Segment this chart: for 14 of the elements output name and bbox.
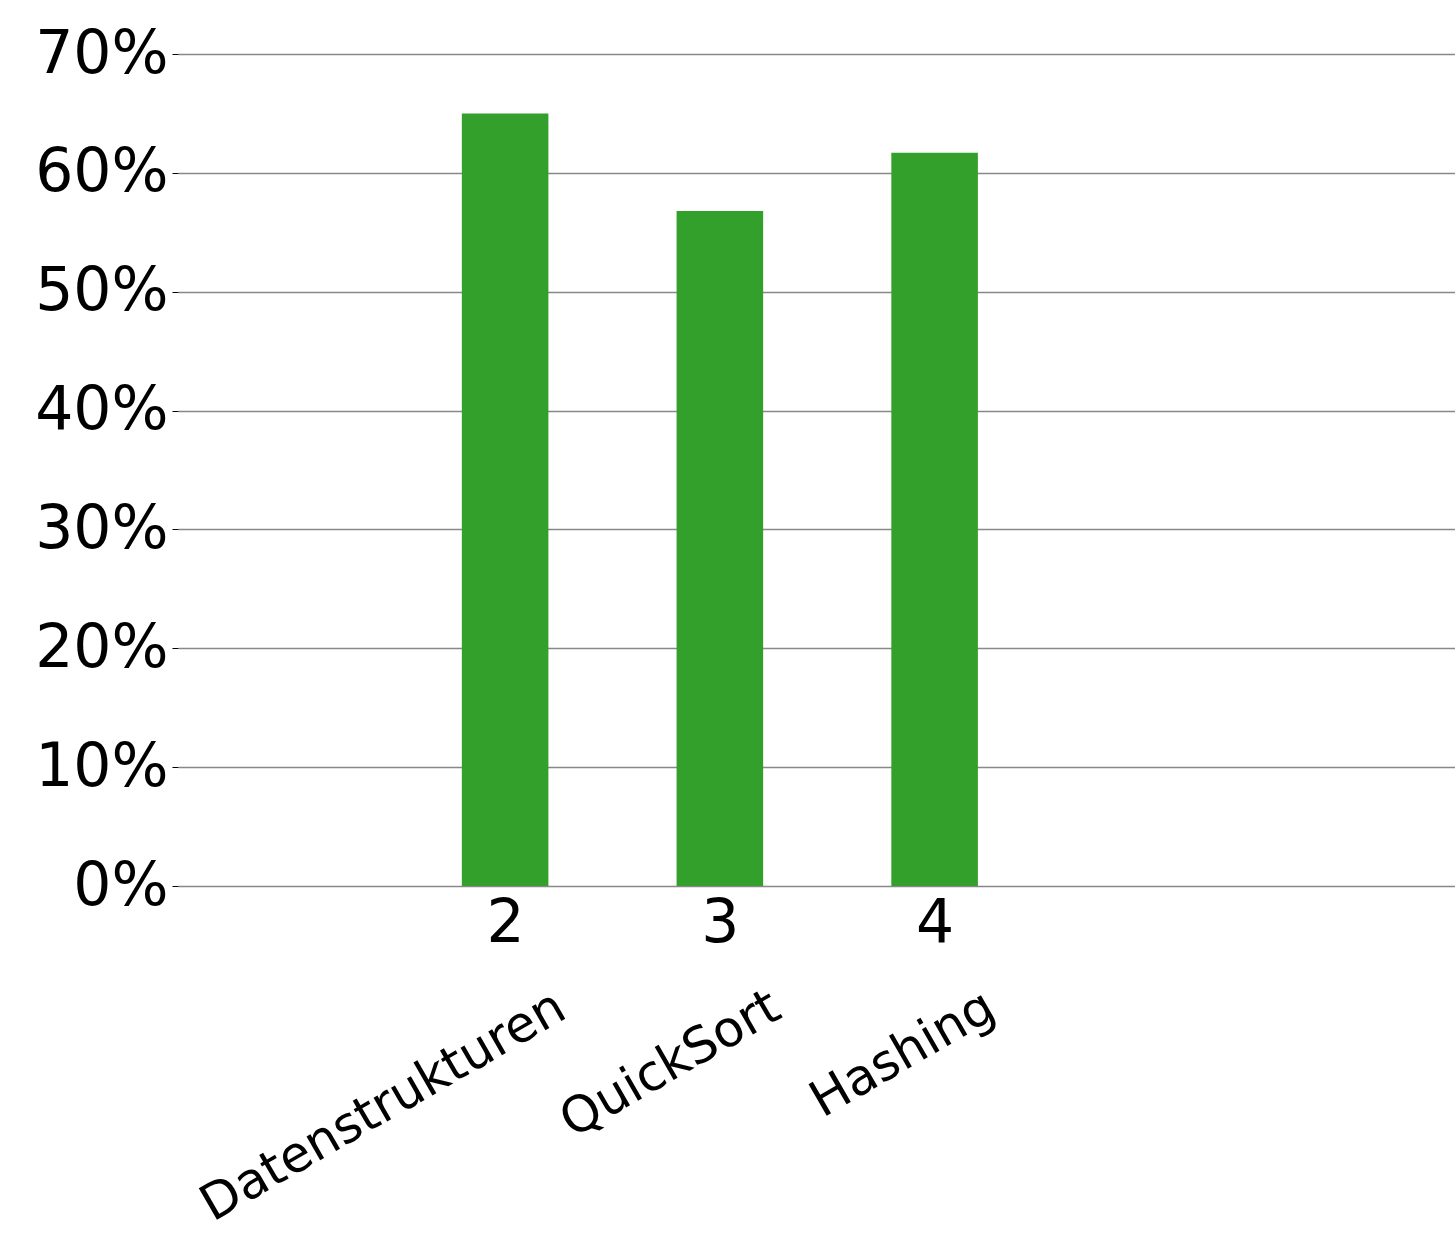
- x-tick-label: 3: [701, 885, 740, 956]
- x-tick-label: 2: [486, 885, 525, 956]
- y-tick-label: 10%: [35, 729, 169, 800]
- bar: [891, 152, 978, 886]
- y-tick-label: 40%: [35, 373, 169, 444]
- y-tick-label: 50%: [35, 254, 169, 325]
- bar: [676, 210, 764, 886]
- y-tick-label: 70%: [35, 16, 169, 87]
- y-tick-label: 20%: [35, 610, 169, 681]
- y-tick-label: 0%: [73, 848, 169, 919]
- y-tick-label: 30%: [35, 491, 169, 562]
- bar: [461, 113, 549, 886]
- x-tick-label: 4: [916, 885, 955, 956]
- y-tick-label: 60%: [35, 135, 169, 206]
